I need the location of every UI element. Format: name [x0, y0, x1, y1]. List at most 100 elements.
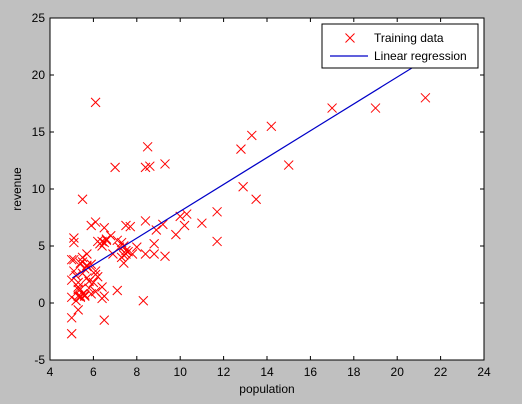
data-point — [92, 271, 103, 282]
x-tick-label: 6 — [90, 365, 97, 379]
data-point-stroke — [90, 217, 101, 227]
x-tick-label: 14 — [260, 365, 274, 379]
data-point-stroke — [327, 103, 337, 113]
data-point-stroke — [69, 254, 79, 265]
data-point — [149, 238, 160, 249]
data-point — [66, 275, 77, 286]
data-point — [212, 236, 222, 247]
data-point — [86, 259, 97, 270]
data-point — [420, 92, 431, 103]
data-point — [171, 229, 181, 240]
data-point-stroke — [236, 144, 246, 154]
legend-label-linear-regression: Linear regression — [374, 49, 467, 63]
data-point-stroke — [160, 251, 170, 262]
data-point-stroke — [142, 141, 153, 152]
data-point-stroke — [82, 249, 92, 259]
data-point — [151, 225, 162, 235]
data-point — [86, 289, 97, 299]
x-tick-label: 22 — [434, 365, 448, 379]
data-point — [236, 144, 246, 154]
data-point — [160, 251, 170, 262]
y-tick-label: -5 — [34, 353, 45, 367]
x-tick-label: 16 — [304, 365, 318, 379]
data-point-stroke — [175, 211, 186, 222]
data-point — [160, 159, 170, 169]
data-point — [77, 257, 88, 267]
data-point-stroke — [121, 220, 131, 231]
data-point — [69, 237, 79, 248]
data-point-stroke — [84, 283, 94, 294]
data-point-stroke — [66, 254, 77, 265]
data-point — [69, 254, 79, 265]
data-point-stroke — [86, 289, 97, 299]
y-tick-label: 0 — [38, 296, 45, 310]
x-axis-label: population — [239, 382, 294, 396]
data-point — [77, 252, 88, 263]
data-point-stroke — [149, 249, 160, 259]
data-point-stroke — [88, 277, 99, 288]
x-tick-label: 12 — [217, 365, 231, 379]
data-point — [90, 217, 101, 227]
data-point — [75, 284, 86, 295]
y-tick-label: 20 — [32, 68, 46, 82]
data-point — [66, 254, 77, 265]
data-point — [238, 181, 248, 192]
data-point-stroke — [212, 206, 222, 217]
y-tick-label: 10 — [32, 182, 46, 196]
data-point-stroke — [99, 291, 110, 302]
data-point-stroke — [112, 235, 123, 246]
legend-marker-stroke — [345, 33, 355, 43]
data-point-stroke — [69, 233, 79, 243]
legend-box — [321, 23, 479, 69]
data-point — [131, 242, 142, 252]
data-point — [121, 245, 131, 256]
data-point-stroke — [66, 328, 77, 339]
legend: Training data Linear regression — [321, 23, 479, 69]
data-point — [140, 216, 151, 226]
data-point-stroke — [73, 291, 84, 302]
data-point — [95, 238, 105, 249]
data-point — [99, 291, 110, 302]
data-point-stroke — [77, 194, 88, 205]
data-point-stroke — [118, 258, 129, 268]
data-point-stroke — [420, 92, 431, 103]
data-point-stroke — [123, 246, 133, 257]
data-point-stroke — [75, 258, 86, 268]
data-point — [125, 221, 136, 232]
x-tick-label: 24 — [477, 365, 491, 379]
data-point — [77, 194, 88, 205]
data-point-stroke — [283, 160, 294, 170]
data-point — [101, 235, 112, 246]
data-point-stroke — [197, 218, 207, 229]
data-point — [212, 206, 222, 217]
series-layer — [66, 23, 450, 339]
data-point-stroke — [144, 161, 155, 172]
x-tick-label: 20 — [391, 365, 405, 379]
data-point — [86, 220, 97, 231]
data-point-stroke — [140, 249, 151, 259]
data-point — [251, 194, 262, 205]
data-point — [69, 266, 79, 276]
data-point — [246, 130, 257, 141]
y-tick-label: 5 — [38, 239, 45, 253]
data-point-stroke — [116, 237, 127, 248]
data-point — [90, 97, 101, 108]
data-point-stroke — [238, 181, 248, 192]
data-point — [84, 283, 94, 294]
data-point-stroke — [138, 295, 149, 306]
data-point — [149, 249, 160, 259]
data-point-stroke — [71, 295, 81, 306]
data-point-stroke — [73, 304, 84, 315]
data-point — [73, 304, 84, 315]
data-point-stroke — [101, 234, 112, 245]
data-point — [370, 103, 381, 113]
data-point-stroke — [131, 242, 142, 252]
data-point — [138, 295, 149, 306]
data-point-stroke — [151, 225, 162, 235]
data-point-stroke — [157, 219, 168, 230]
data-point — [142, 141, 153, 152]
data-point-stroke — [110, 162, 120, 173]
data-point-stroke — [66, 275, 77, 286]
data-point-stroke — [160, 159, 170, 169]
